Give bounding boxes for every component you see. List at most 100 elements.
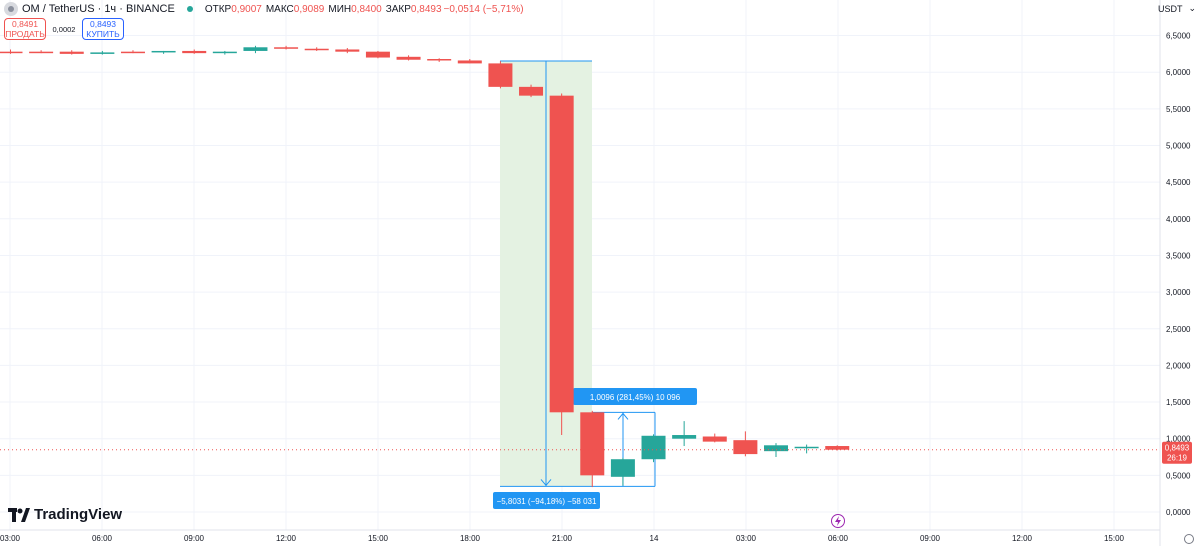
candle[interactable] bbox=[488, 61, 513, 89]
measure-up-arrowhead bbox=[617, 412, 629, 420]
high-value: 0,9089 bbox=[293, 3, 325, 15]
candle[interactable] bbox=[151, 50, 176, 54]
candle[interactable] bbox=[243, 45, 268, 54]
sell-price: 0,8491 bbox=[12, 19, 38, 29]
trade-panel: 0,8491 ПРОДАТЬ 0,0002 0,8493 КУПИТЬ bbox=[4, 18, 124, 40]
time-tick-label: 18:00 bbox=[460, 534, 481, 543]
candle[interactable] bbox=[457, 59, 482, 64]
candle-body bbox=[151, 50, 176, 53]
change-value: −0,0514 (−5,71%) bbox=[443, 3, 524, 15]
time-tick-label: 12:00 bbox=[276, 534, 297, 543]
candle-body bbox=[580, 412, 605, 476]
candles bbox=[0, 45, 850, 488]
sell-button[interactable]: 0,8491 ПРОДАТЬ bbox=[4, 18, 46, 40]
candle[interactable] bbox=[672, 421, 697, 447]
price-tick-label: 3,0000 bbox=[1166, 288, 1191, 297]
time-tick-label: 15:00 bbox=[368, 534, 389, 543]
symbol-title[interactable]: OM / TetherUS · 1ч · BINANCE bbox=[22, 3, 175, 15]
measure-down-arrowhead bbox=[540, 479, 552, 487]
measure-tools: 1,0096 (281,45%) 10 096 −5,8031 (−94,18%)… bbox=[493, 60, 697, 509]
candle-body bbox=[120, 51, 145, 54]
price-tick-label: 1,5000 bbox=[1166, 398, 1191, 407]
market-status-dot bbox=[186, 6, 193, 12]
candle-body bbox=[59, 51, 84, 54]
candle[interactable] bbox=[0, 49, 23, 54]
candle[interactable] bbox=[335, 48, 360, 54]
candle[interactable] bbox=[794, 444, 819, 454]
candle[interactable] bbox=[365, 50, 390, 59]
candle-body bbox=[825, 446, 850, 450]
candle-body bbox=[672, 435, 697, 439]
candle[interactable] bbox=[396, 55, 421, 61]
candle[interactable] bbox=[702, 433, 727, 443]
price-tick-label: 3,5000 bbox=[1166, 251, 1191, 260]
price-tick-label: 6,0000 bbox=[1166, 68, 1191, 77]
measure-up-label: 1,0096 (281,45%) 10 096 bbox=[590, 393, 681, 402]
settings-icon[interactable] bbox=[1184, 534, 1194, 544]
candle-body bbox=[427, 59, 452, 61]
buy-button[interactable]: 0,8493 КУПИТЬ bbox=[82, 18, 124, 40]
candle[interactable] bbox=[610, 457, 635, 486]
candle[interactable] bbox=[549, 93, 574, 436]
chart-header: OM / TetherUS · 1ч · BINANCE ОТКР 0,9007… bbox=[4, 2, 526, 16]
candle-body bbox=[519, 86, 544, 96]
candle[interactable] bbox=[519, 84, 544, 98]
candle[interactable] bbox=[90, 50, 115, 55]
time-tick-label: 06:00 bbox=[92, 534, 113, 543]
candle[interactable] bbox=[427, 58, 452, 62]
open-label: ОТКР bbox=[204, 3, 232, 15]
candle-body bbox=[274, 47, 299, 49]
candle[interactable] bbox=[641, 434, 666, 463]
price-tick-label: 6,5000 bbox=[1166, 32, 1191, 41]
candle[interactable] bbox=[59, 50, 84, 55]
time-tick-label: 09:00 bbox=[920, 534, 941, 543]
tradingview-logo[interactable]: TradingView bbox=[8, 506, 122, 523]
candle[interactable] bbox=[274, 45, 299, 50]
candle-body bbox=[29, 51, 54, 54]
last-price-label: 0,8493 bbox=[1165, 444, 1190, 453]
time-tick-label: 06:00 bbox=[828, 534, 849, 543]
candle-body bbox=[610, 459, 635, 477]
candle-body bbox=[243, 47, 268, 51]
time-axis: 03:00 06:00 09:00 12:00 15:00 18:00 21:00 14 03:… bbox=[0, 514, 1125, 543]
price-tick-label: 5,5000 bbox=[1166, 105, 1191, 114]
price-tick-label: 2,5000 bbox=[1166, 325, 1191, 334]
candle-body bbox=[90, 52, 115, 54]
price-tick-label: 4,0000 bbox=[1166, 215, 1191, 224]
time-tick-label: 03:00 bbox=[736, 534, 757, 543]
candle[interactable] bbox=[304, 47, 329, 51]
candle-body bbox=[396, 56, 421, 60]
measure-down-label-box bbox=[493, 492, 600, 509]
time-tick-label: 14 bbox=[650, 534, 659, 543]
candle[interactable] bbox=[580, 410, 605, 488]
candle[interactable] bbox=[825, 445, 850, 451]
open-value: 0,9007 bbox=[231, 3, 262, 15]
candle-body bbox=[457, 60, 482, 64]
candle[interactable] bbox=[212, 50, 237, 55]
candle[interactable] bbox=[120, 50, 145, 54]
currency-selector[interactable]: USDT ⌄ bbox=[1158, 3, 1196, 14]
candle-body bbox=[488, 63, 513, 87]
low-value: 0,8400 bbox=[351, 3, 382, 15]
price-tick-label: 0,0000 bbox=[1166, 508, 1191, 517]
buy-label: КУПИТЬ bbox=[86, 29, 120, 39]
sell-label: ПРОДАТЬ bbox=[5, 29, 45, 39]
candle-body bbox=[212, 51, 237, 54]
candle-body bbox=[764, 445, 788, 452]
close-label: ЗАКР bbox=[385, 3, 411, 15]
candle-body bbox=[733, 440, 758, 455]
tradingview-mark-icon bbox=[8, 507, 30, 522]
candle-body bbox=[641, 435, 666, 460]
candle-body bbox=[365, 51, 390, 58]
candle-body bbox=[0, 51, 23, 54]
price-tick-label: 2,0000 bbox=[1166, 361, 1191, 370]
candle[interactable] bbox=[182, 49, 207, 54]
time-tick-label: 21:00 bbox=[552, 534, 573, 543]
chevron-down-icon: ⌄ bbox=[1188, 3, 1196, 13]
measure-down-label: −5,8031 (−94,18%) −58 031 bbox=[497, 497, 597, 506]
candle[interactable] bbox=[29, 50, 54, 54]
price-tick-label: 1,0000 bbox=[1166, 435, 1191, 444]
candle[interactable] bbox=[733, 431, 758, 457]
